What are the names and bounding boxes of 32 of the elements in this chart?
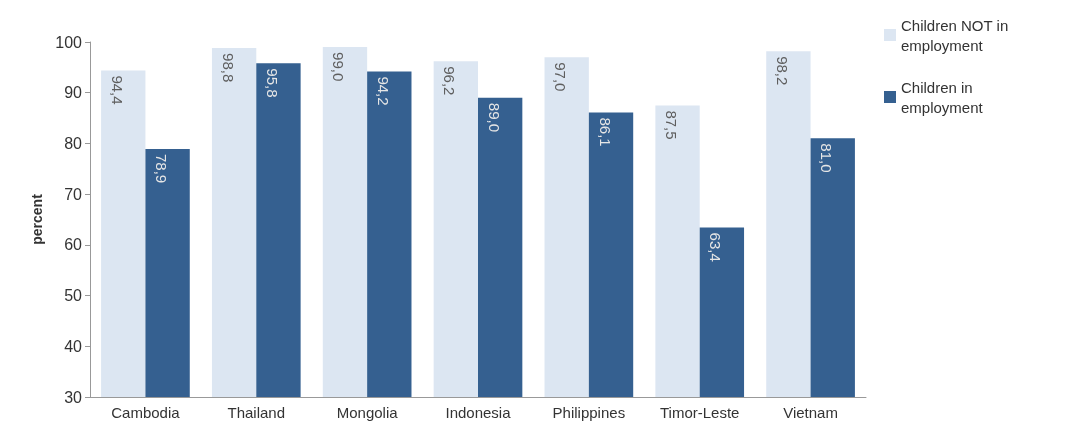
data-label: 94,4 xyxy=(108,75,126,105)
x-tick-label: Vietnam xyxy=(783,404,838,421)
y-axis-title: percent xyxy=(29,193,46,245)
y-tick-label: 50 xyxy=(64,287,83,305)
data-label: 97,0 xyxy=(552,62,570,92)
data-label: 89,0 xyxy=(485,102,503,132)
data-label: 63,4 xyxy=(707,232,725,262)
x-tick-label: Philippines xyxy=(552,404,626,421)
y-tick-label: 30 xyxy=(64,388,83,406)
x-tick-label: Indonesia xyxy=(445,404,512,421)
y-tick-label: 100 xyxy=(55,33,83,51)
x-tick-label: Cambodia xyxy=(111,404,181,421)
data-label: 78,9 xyxy=(153,154,171,184)
y-tick-label: 80 xyxy=(64,134,83,152)
y-tick-label: 90 xyxy=(64,84,83,102)
y-tick-label: 60 xyxy=(64,236,83,254)
x-tick-label: Thailand xyxy=(227,404,286,421)
x-tick-label: Mongolia xyxy=(336,404,399,421)
data-label: 81,0 xyxy=(818,143,836,173)
data-label: 86,1 xyxy=(596,117,614,147)
data-label: 87,5 xyxy=(663,110,681,140)
legend-label: Children NOT in employment xyxy=(901,16,1013,54)
legend-label: Children in employment xyxy=(901,78,984,116)
x-tick-label: Timor-Leste xyxy=(659,404,740,421)
y-tick-label: 40 xyxy=(64,337,83,355)
y-tick-label: 70 xyxy=(64,185,83,203)
data-label: 94,2 xyxy=(374,76,392,106)
data-label: 95,8 xyxy=(263,68,281,98)
data-label: 99,0 xyxy=(330,52,348,82)
data-label: 98,2 xyxy=(773,56,791,86)
data-label: 96,2 xyxy=(441,66,459,96)
data-label: 98,8 xyxy=(219,53,237,83)
